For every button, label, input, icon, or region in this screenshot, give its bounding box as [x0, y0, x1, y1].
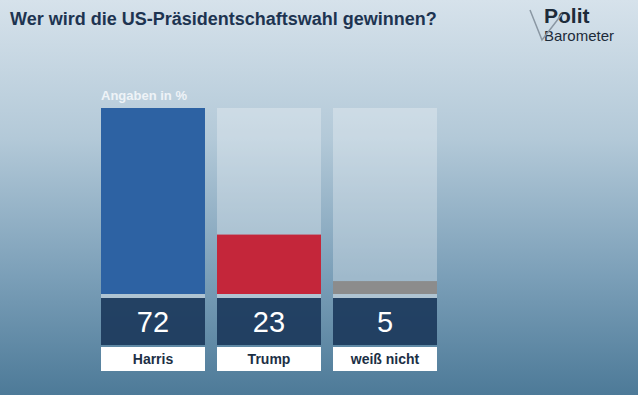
html-text:Wer wird die US-Präsidentschaf: Wer wird die US-Präsidentschaftswahl gew…	[10, 9, 437, 29]
html-text:Angaben in %: Angaben in %	[101, 88, 187, 103]
svg-text:72: 72	[137, 306, 169, 338]
html-text:Barometer: Barometer	[544, 27, 614, 44]
svg-text:weiß nicht: weiß nicht	[350, 351, 420, 367]
html-text:Polit: Polit	[544, 4, 590, 27]
svg-text:Trump: Trump	[248, 351, 291, 367]
svg-text:Harris: Harris	[133, 351, 174, 367]
svg-text:23: 23	[253, 306, 285, 338]
svg-text:5: 5	[377, 306, 393, 338]
